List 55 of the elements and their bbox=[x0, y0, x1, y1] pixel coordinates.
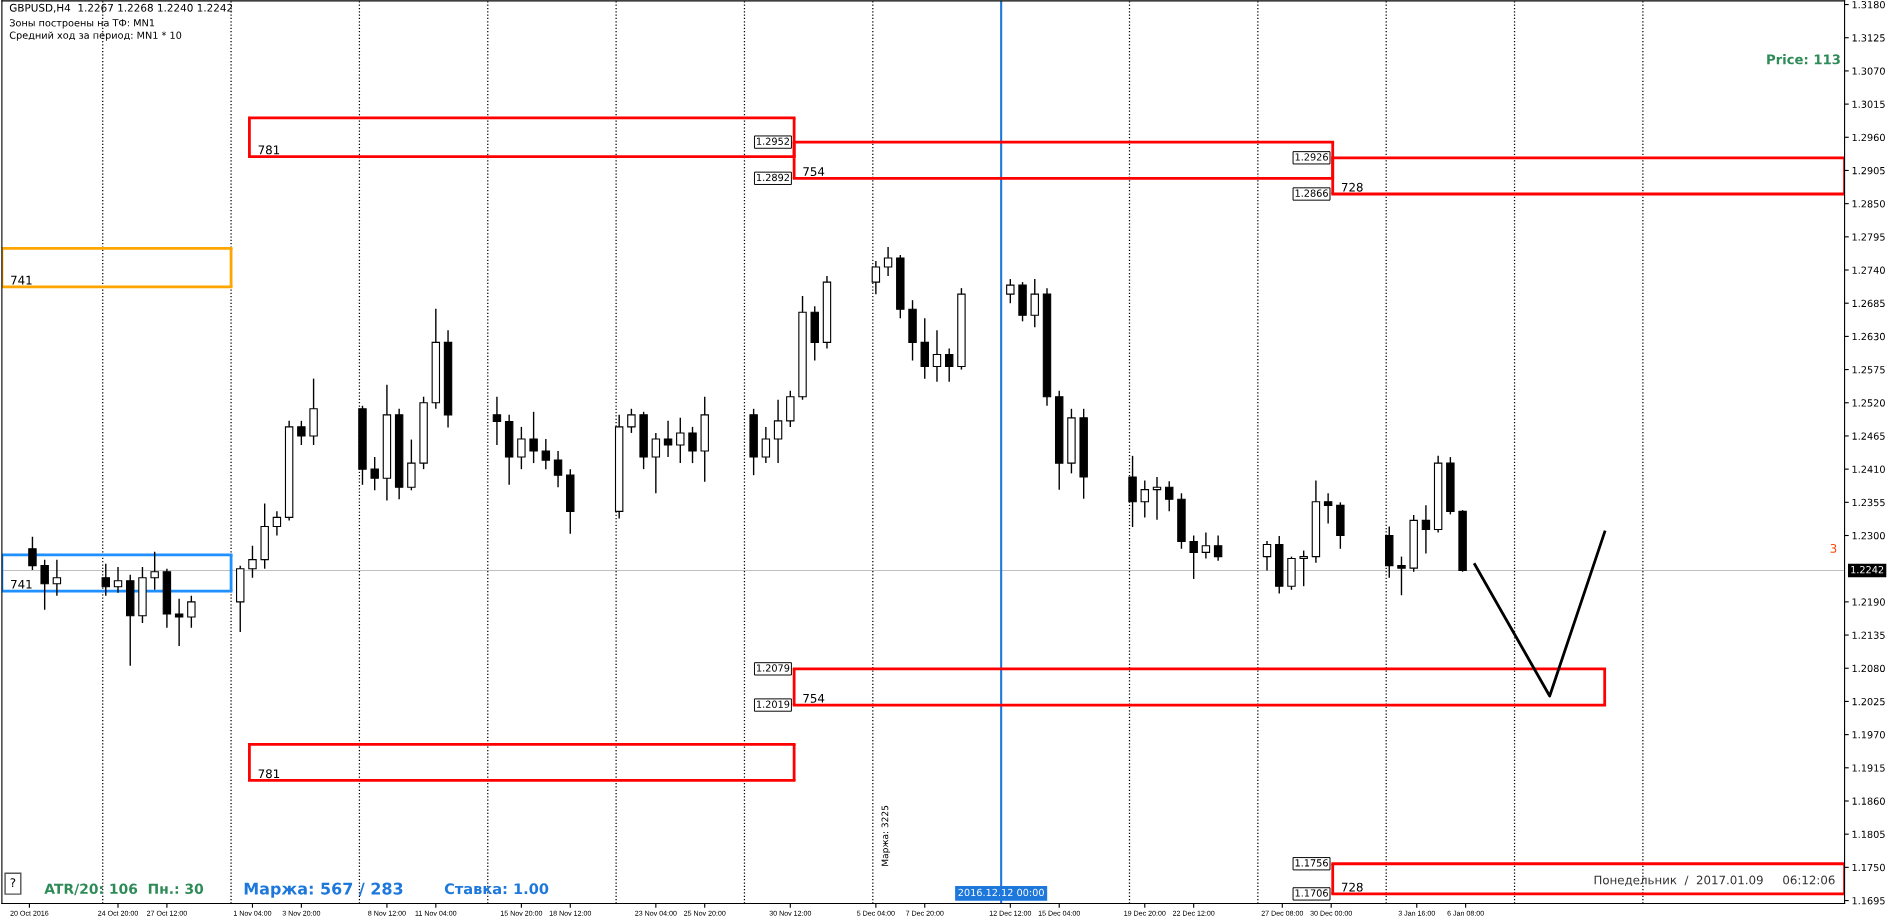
y-tick-label: 1.2355 bbox=[1852, 498, 1885, 507]
annotation: 1.2926 bbox=[1295, 153, 1328, 161]
y-tick-label: 1.1750 bbox=[1852, 863, 1885, 872]
series-label: 741 bbox=[11, 275, 32, 285]
ref-line-label: 1.2242 bbox=[1851, 565, 1884, 574]
text: Зоны построены на ТФ: MN1 Средний ход за период: MN1 * 10 bbox=[9, 19, 182, 41]
y-tick-label: 1.1915 bbox=[1852, 764, 1885, 772]
annotation: 1.2892 bbox=[757, 173, 789, 182]
annotation: 1.1706 bbox=[1295, 889, 1328, 897]
series-label: 728 bbox=[1341, 882, 1363, 892]
y-tick-label: 1.2960 bbox=[1852, 133, 1885, 142]
y-tick-label: 1.2630 bbox=[1852, 332, 1885, 341]
annotation: 1.1756 bbox=[1295, 859, 1328, 867]
annotation: 1.2866 bbox=[1295, 189, 1328, 197]
annotation: Price: 113 bbox=[1767, 54, 1840, 65]
ref-line-label: 2016.12.12 00:00 bbox=[958, 888, 1044, 897]
y-tick-label: 1.3180 bbox=[1852, 1, 1885, 9]
chart-title: GBPUSD,H4 1.2267 1.2268 1.2240 1.2242 bbox=[9, 3, 233, 13]
annotation: ? bbox=[10, 878, 16, 887]
annotation: ATR/20: 106 Пн.: 30 bbox=[44, 883, 204, 896]
y-tick-label: 1.2850 bbox=[1852, 200, 1885, 208]
annotation: Маржа: 567 / 283 bbox=[244, 882, 403, 898]
y-tick-label: 1.1805 bbox=[1852, 830, 1885, 838]
y-tick-label: 1.2025 bbox=[1852, 697, 1885, 706]
y-tick-label: 1.3125 bbox=[1852, 34, 1885, 42]
y-tick-label: 1.1970 bbox=[1852, 731, 1885, 739]
y-tick-label: 1.1860 bbox=[1852, 797, 1885, 805]
y-tick-label: 1.2905 bbox=[1852, 166, 1885, 175]
y-tick-label: 1.3015 bbox=[1852, 100, 1885, 108]
annotation: 3 bbox=[1830, 543, 1837, 553]
y-tick-label: 1.2465 bbox=[1852, 432, 1885, 440]
series-label: 741 bbox=[11, 579, 32, 589]
y-tick-label: 1.2410 bbox=[1852, 465, 1885, 473]
series-label: 754 bbox=[803, 167, 825, 177]
y-tick-label: 1.2300 bbox=[1852, 531, 1885, 540]
annotation: 1.2952 bbox=[757, 137, 789, 145]
annotation: 1.2019 bbox=[757, 700, 790, 708]
y-tick-label: 1.2575 bbox=[1852, 366, 1885, 374]
series-label: 781 bbox=[258, 145, 280, 155]
y-tick-label: 1.2080 bbox=[1852, 664, 1885, 673]
series-label: 728 bbox=[1341, 182, 1363, 192]
y-tick-label: 1.2520 bbox=[1852, 399, 1885, 407]
y-tick-label: 1.1695 bbox=[1852, 897, 1885, 905]
y-tick-label: 1.2795 bbox=[1852, 233, 1885, 241]
annotation: Маржа: 3225 bbox=[881, 805, 891, 866]
series-label: 781 bbox=[258, 769, 280, 779]
y-tick-label: 1.2685 bbox=[1852, 299, 1885, 308]
annotation: Ставка: 1.00 bbox=[444, 883, 549, 895]
annotation: 1.2079 bbox=[757, 664, 790, 672]
y-tick-label: 1.2740 bbox=[1852, 266, 1885, 274]
y-tick-label: 1.3070 bbox=[1852, 67, 1885, 75]
y-tick-label: 1.2135 bbox=[1852, 631, 1885, 639]
y-tick-label: 1.2190 bbox=[1852, 598, 1885, 606]
annotation: Понедельник / 2017.01.09 06:12:06 bbox=[1594, 875, 1835, 886]
series-label: 754 bbox=[803, 693, 825, 703]
